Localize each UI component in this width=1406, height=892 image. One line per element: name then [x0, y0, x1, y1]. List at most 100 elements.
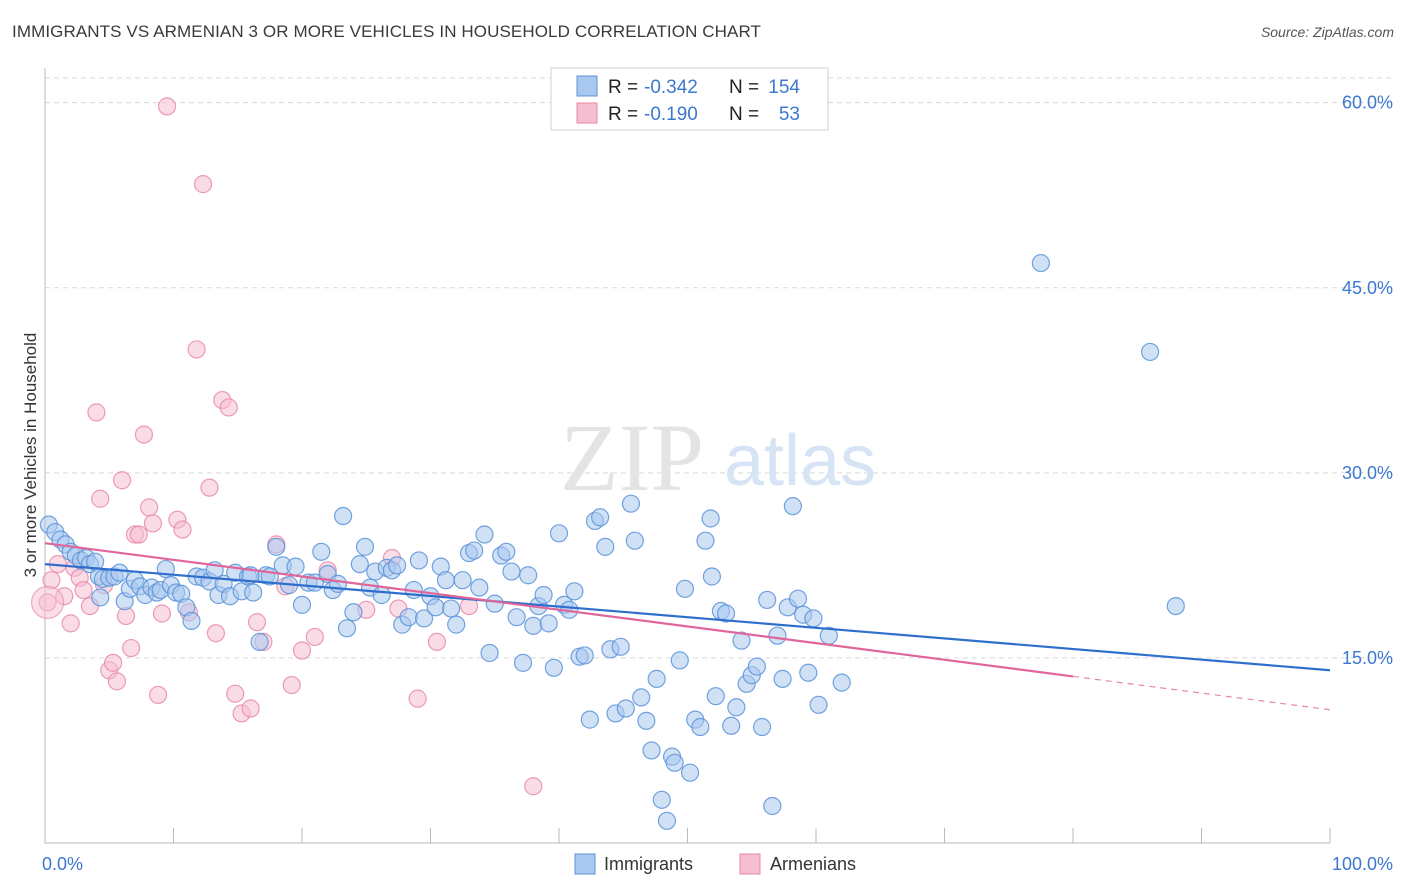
- armenian-point: [152, 604, 172, 623]
- immigrant-point: [722, 716, 741, 735]
- immigrant-point: [621, 494, 641, 513]
- armenian-point: [241, 699, 260, 718]
- legend-r-value-2: -0.190: [644, 104, 698, 125]
- watermark-atlas: atlas: [724, 421, 876, 501]
- immigrant-point: [758, 590, 777, 610]
- armenian-point: [206, 624, 226, 643]
- immigrant-point: [575, 646, 594, 665]
- immigrant-point: [250, 632, 269, 651]
- immigrant-point: [747, 657, 766, 676]
- armenian-point: [200, 478, 219, 497]
- immigrant-point: [696, 531, 715, 550]
- immigrant-point: [475, 525, 494, 544]
- immigrant-point: [732, 631, 751, 650]
- y-axis-title: 3 or more Vehicles in Household: [21, 333, 40, 578]
- armenian-point: [148, 685, 168, 705]
- legend-r-label-1: R =: [608, 77, 638, 98]
- armenian-point: [134, 425, 154, 444]
- armenian-point: [87, 403, 106, 422]
- immigrants-trend-line: [44, 563, 1331, 672]
- immigrant-point: [625, 531, 644, 550]
- y-tick-label: 30.0%: [1342, 463, 1393, 483]
- immigrant-point: [544, 658, 563, 677]
- y-tick-label: 45.0%: [1342, 278, 1393, 298]
- immigrant-point: [832, 673, 851, 692]
- immigrant-point: [763, 796, 782, 816]
- immigrant-point: [286, 557, 305, 576]
- immigrant-point: [804, 609, 823, 628]
- immigrant-point: [292, 595, 312, 614]
- y-tick-label: 15.0%: [1342, 648, 1393, 668]
- armenian-point: [112, 471, 132, 490]
- armenian-point: [129, 525, 148, 544]
- bottom-legend-immigrants: Immigrants: [604, 854, 693, 874]
- armenian-point: [219, 398, 238, 417]
- armenian-point-large: [30, 585, 65, 619]
- immigrant-point: [337, 619, 357, 638]
- immigrant-point: [485, 594, 504, 613]
- armenian-point: [139, 498, 159, 517]
- immigrant-point: [611, 637, 630, 656]
- immigrant-point: [110, 563, 129, 582]
- armenian-point: [408, 689, 427, 708]
- immigrant-point: [465, 541, 484, 560]
- immigrant-point: [706, 687, 725, 706]
- armenian-point: [61, 614, 80, 633]
- immigrant-point: [447, 615, 466, 634]
- immigrant-point: [809, 695, 828, 714]
- immigrant-point: [701, 509, 720, 528]
- immigrant-point: [91, 588, 110, 607]
- immigrant-point: [344, 603, 363, 622]
- armenian-point: [282, 675, 301, 695]
- armenian-point: [524, 777, 543, 796]
- immigrant-point: [788, 589, 808, 608]
- bottom-legend: Immigrants Armenians: [574, 853, 856, 875]
- armenians-trend-line: [44, 542, 1074, 678]
- armenian-point: [143, 514, 163, 533]
- immigrant-point: [591, 508, 610, 527]
- immigrant-point: [799, 663, 818, 682]
- x-tick-label: 100.0%: [1332, 854, 1393, 874]
- immigrant-point: [652, 790, 671, 809]
- immigrant-point: [453, 571, 472, 590]
- y-tick-label: 60.0%: [1342, 93, 1393, 113]
- immigrant-point: [783, 497, 802, 516]
- immigrant-point: [773, 669, 792, 688]
- immigrant-point: [312, 542, 331, 561]
- immigrant-point: [670, 651, 689, 670]
- immigrant-point: [524, 616, 543, 635]
- bottom-legend-swatch-armenians: [739, 853, 761, 875]
- immigrant-point: [497, 542, 516, 561]
- immigrant-point: [642, 741, 661, 760]
- immigrant-point: [480, 643, 499, 663]
- legend-n-value-1: 154: [768, 77, 800, 98]
- armenian-point: [104, 653, 123, 672]
- immigrant-point: [507, 608, 526, 627]
- immigrant-point: [267, 537, 286, 556]
- armenian-point: [91, 489, 110, 508]
- immigrant-point: [399, 608, 418, 627]
- immigrant-point: [727, 698, 746, 717]
- data-points: [30, 97, 1185, 830]
- legend-r-label-2: R =: [608, 104, 638, 125]
- immigrant-point: [680, 763, 700, 782]
- immigrant-point: [1031, 253, 1050, 273]
- trend-lines: [44, 542, 1331, 711]
- armenian-point: [121, 638, 141, 658]
- legend-n-label-2: N =: [729, 104, 759, 125]
- immigrant-point: [716, 604, 736, 623]
- armenian-point: [226, 684, 245, 703]
- armenians-trend-line-extension: [1072, 675, 1331, 711]
- source-note: Source: ZipAtlas.com: [1260, 24, 1394, 40]
- immigrant-point: [665, 753, 684, 772]
- armenian-point: [173, 520, 192, 539]
- immigrant-point: [470, 578, 489, 597]
- immigrant-point: [565, 582, 584, 601]
- immigrant-point: [632, 688, 651, 707]
- watermark-zip: ZIP: [560, 404, 704, 511]
- bottom-legend-armenians: Armenians: [770, 854, 856, 874]
- immigrant-point: [182, 611, 201, 631]
- immigrant-point: [657, 811, 677, 830]
- armenian-point: [305, 627, 324, 647]
